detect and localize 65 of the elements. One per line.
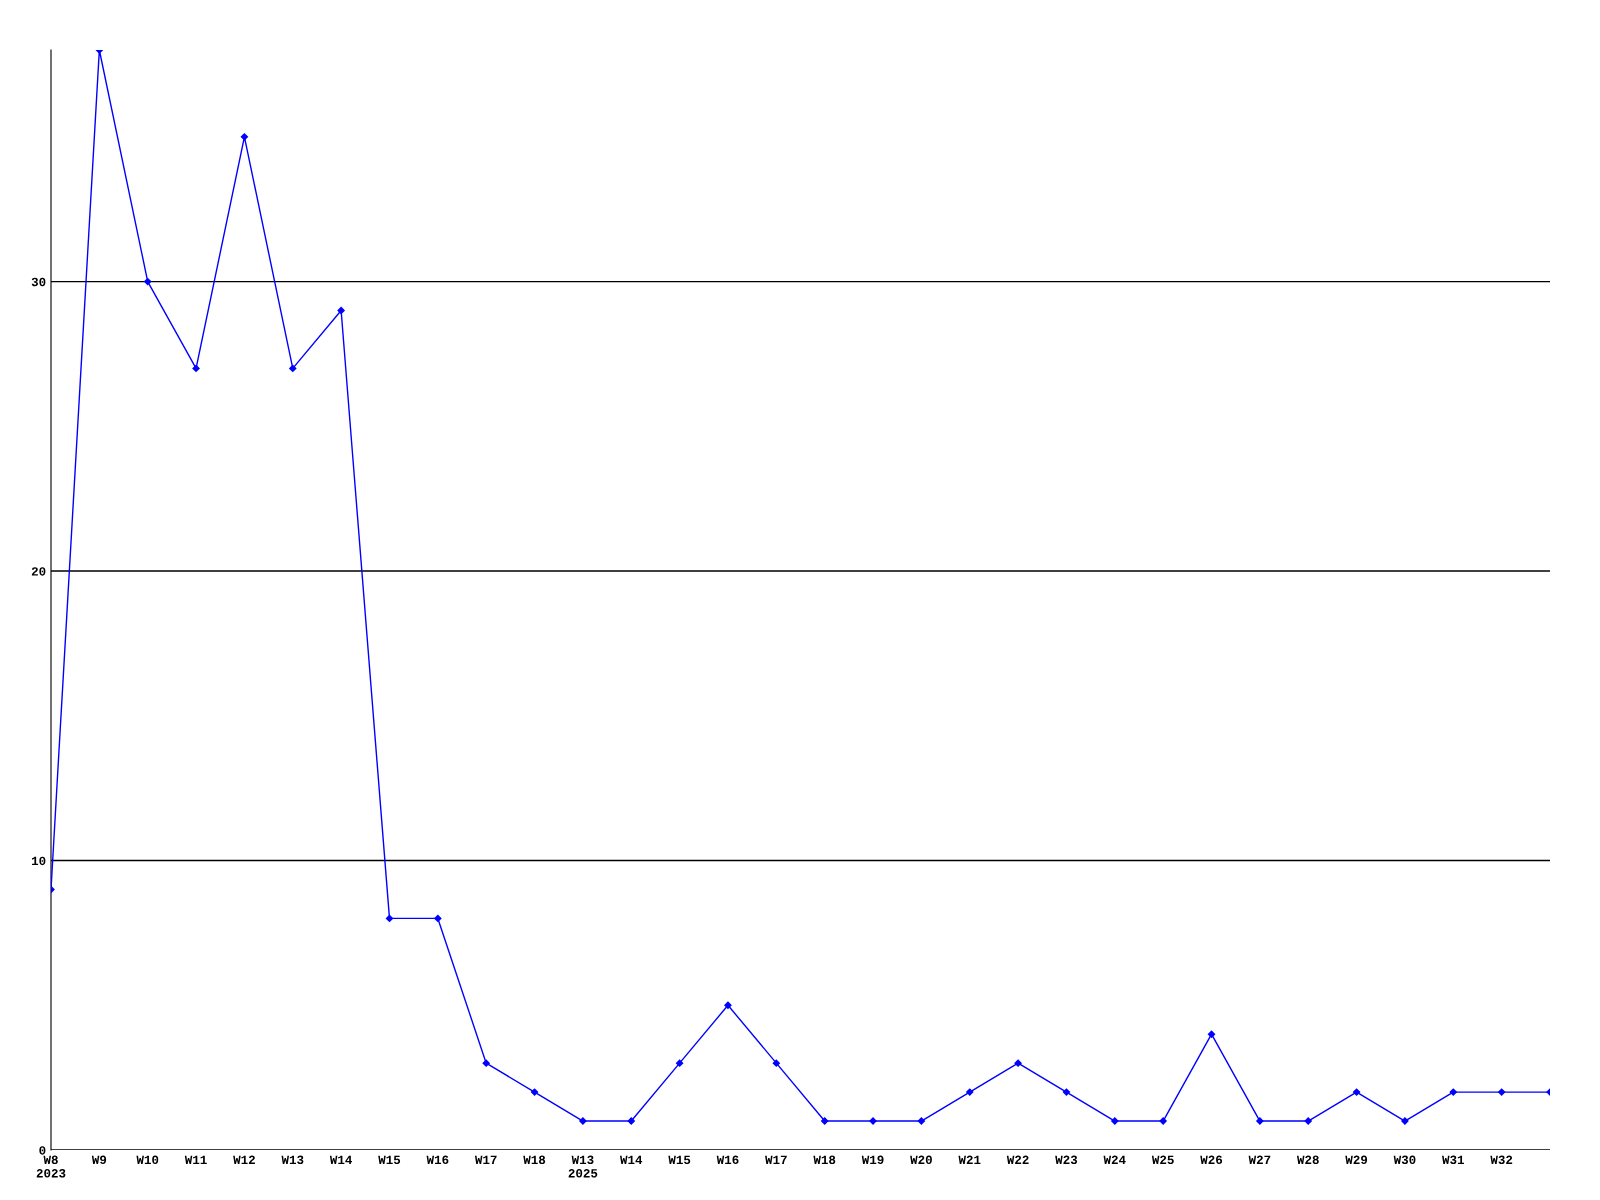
point bbox=[627, 1117, 635, 1125]
x-tick-label: W31 bbox=[1442, 1155, 1465, 1165]
y-tick-label: 10 bbox=[31, 856, 46, 866]
x-tick-label: W16 bbox=[426, 1155, 449, 1165]
y-tick-label: 30 bbox=[31, 277, 46, 287]
x-tick-label: W13 2025 bbox=[568, 1155, 598, 1178]
point bbox=[724, 1001, 732, 1009]
point bbox=[1497, 1088, 1506, 1096]
x-tick-label: W22 bbox=[1006, 1155, 1029, 1164]
x-tick-label: W23 bbox=[1055, 1155, 1078, 1165]
point bbox=[1207, 1030, 1216, 1038]
point bbox=[385, 914, 394, 923]
point bbox=[821, 1117, 829, 1125]
x-tick-label: W29 bbox=[1345, 1155, 1368, 1165]
x-tick-label: W15 bbox=[378, 1155, 401, 1165]
point bbox=[434, 914, 442, 923]
x-tick-label: W14 bbox=[620, 1155, 643, 1164]
x-tick-label: W26 bbox=[1200, 1155, 1223, 1165]
point bbox=[869, 1117, 877, 1125]
point bbox=[482, 1059, 490, 1067]
point bbox=[1159, 1117, 1167, 1125]
point bbox=[966, 1088, 974, 1096]
x-tick-label: W8 2023 bbox=[36, 1155, 66, 1178]
x-tick-label: W20 bbox=[910, 1155, 932, 1165]
x-tick-label: W18 bbox=[813, 1155, 836, 1165]
x-tick-label: W30 bbox=[1393, 1155, 1416, 1165]
point bbox=[772, 1059, 780, 1067]
point bbox=[337, 306, 345, 315]
x-tick-label: W10 bbox=[136, 1155, 159, 1165]
point bbox=[1449, 1088, 1457, 1096]
x-tick-label: W9 bbox=[91, 1155, 107, 1165]
point bbox=[192, 364, 200, 373]
x-tick-label: W28 bbox=[1296, 1155, 1319, 1165]
point bbox=[1352, 1088, 1361, 1096]
point bbox=[1111, 1117, 1119, 1125]
point bbox=[917, 1117, 926, 1125]
y-tick-label: 0 bbox=[39, 1146, 46, 1155]
point bbox=[1256, 1117, 1264, 1125]
x-tick-label: W17 bbox=[765, 1155, 787, 1164]
x-tick-label: W18 bbox=[523, 1155, 546, 1165]
point bbox=[240, 133, 249, 141]
point bbox=[1401, 1117, 1409, 1125]
x-tick-label: W32 bbox=[1490, 1155, 1513, 1165]
x-tick-label: W24 bbox=[1103, 1155, 1126, 1164]
x-tick-label: W16 bbox=[716, 1155, 739, 1165]
point bbox=[675, 1059, 684, 1067]
x-tick-label: W17 bbox=[474, 1155, 497, 1164]
point bbox=[579, 1117, 587, 1125]
point bbox=[530, 1088, 539, 1096]
x-tick-label: W12 bbox=[233, 1155, 255, 1164]
x-tick-label: W11 bbox=[184, 1155, 207, 1164]
x-tick-label: W14 bbox=[329, 1155, 353, 1164]
point bbox=[1304, 1117, 1312, 1125]
x-tick-label: W19 bbox=[861, 1155, 884, 1165]
x-tick-label: W13 bbox=[281, 1155, 304, 1165]
x-tick-label: W15 bbox=[668, 1155, 691, 1165]
x-tick-label: W21 bbox=[958, 1155, 981, 1164]
point bbox=[289, 364, 297, 373]
point bbox=[1062, 1088, 1071, 1096]
x-tick-label: W27 bbox=[1248, 1155, 1271, 1164]
x-tick-label: W25 bbox=[1151, 1155, 1174, 1165]
line-series bbox=[51, 50, 1550, 1125]
point bbox=[1014, 1059, 1022, 1067]
point bbox=[144, 277, 152, 286]
y-tick-label: 20 bbox=[31, 567, 46, 576]
